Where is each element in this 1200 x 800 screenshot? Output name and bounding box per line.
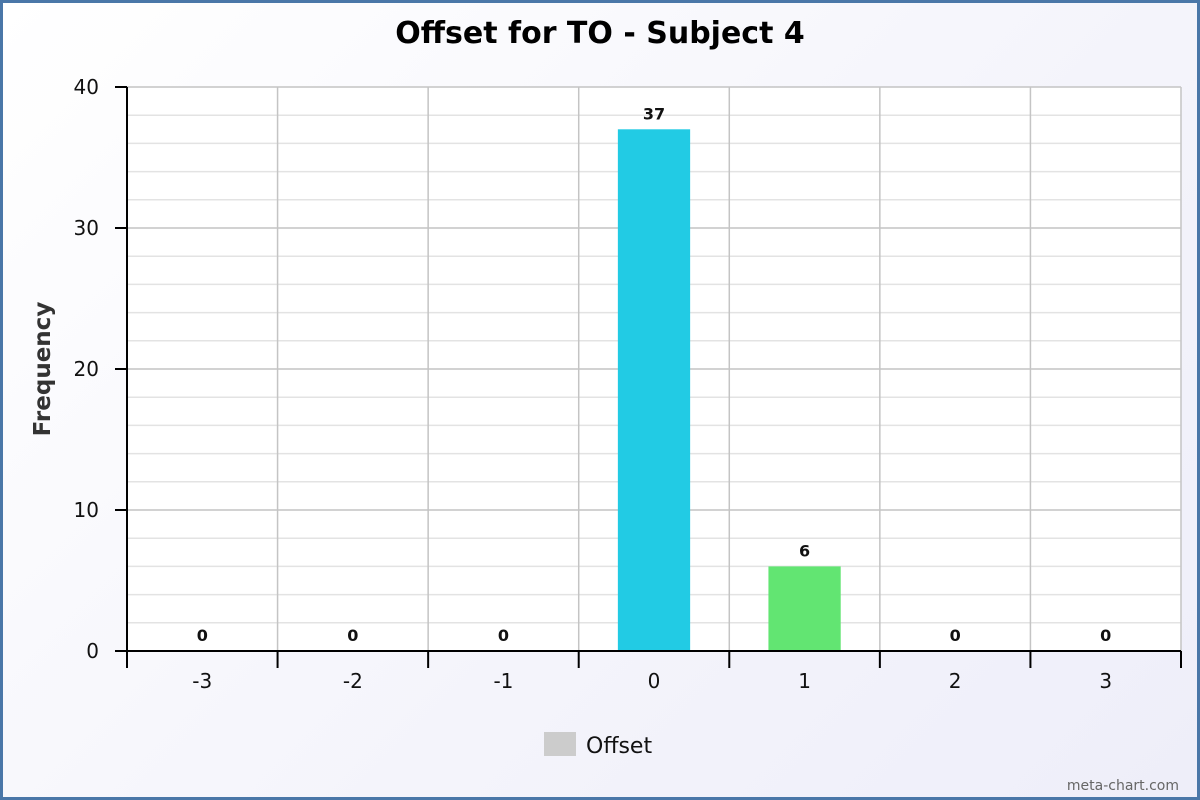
data-label: 0 [197,626,208,645]
y-tick-label: 10 [74,498,99,522]
data-label: 0 [347,626,358,645]
legend: Offset [544,732,652,759]
y-tick-label: 0 [86,639,99,663]
credit-text: meta-chart.com [1067,778,1179,794]
x-tick-label: 0 [648,669,661,693]
bar [768,566,841,651]
x-tick-label: -1 [493,669,513,693]
legend-swatch [544,732,576,756]
data-label: 37 [643,104,665,123]
legend-label: Offset [586,734,652,759]
y-axis-label: Frequency [30,302,56,437]
data-label: 0 [950,626,961,645]
x-tick-label: 1 [798,669,811,693]
chart-title: Offset for TO - Subject 4 [395,16,805,51]
x-tick-label: -2 [343,669,363,693]
y-tick-label: 30 [74,216,99,240]
x-tick-label: -3 [192,669,212,693]
data-label: 6 [799,541,810,560]
y-tick-label: 20 [74,357,99,381]
plot-area: 0 0 0 37 6 0 0 0 10 20 30 40 -3 -2 -1 0 1 2 3 [74,75,1182,693]
bar [617,129,691,652]
data-label: 0 [1100,626,1111,645]
y-tick-label: 40 [74,75,99,99]
data-label: 0 [498,626,509,645]
x-tick-label: 3 [1099,669,1112,693]
x-tick-label: 2 [949,669,962,693]
